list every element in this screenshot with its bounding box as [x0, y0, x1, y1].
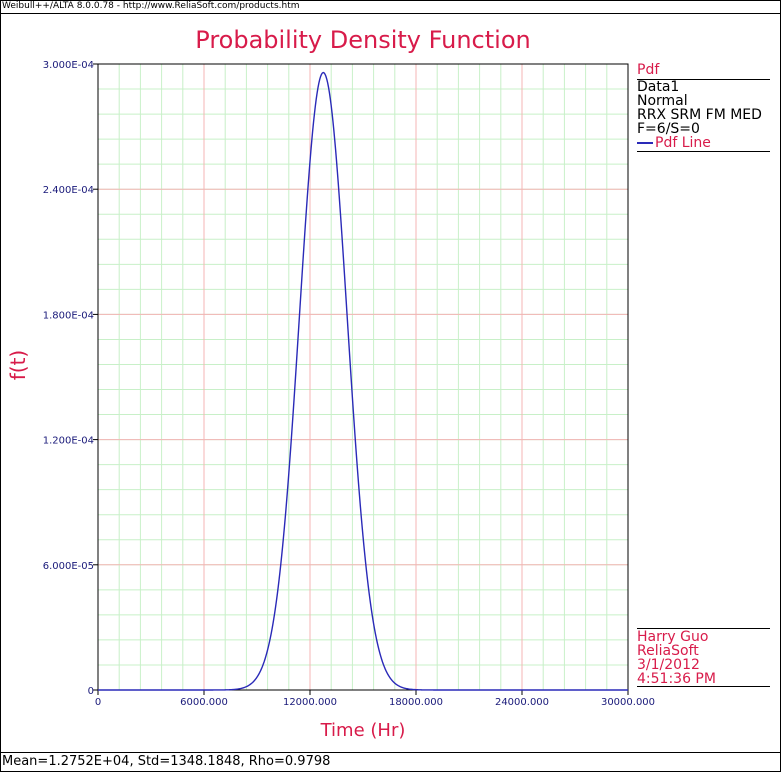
legend-entry-pdf-line: Pdf Line: [637, 136, 770, 152]
x-axis-ticks: 0 6000.000 12000.000 18000.000 24000.000 3000…: [95, 690, 655, 708]
y-tick-label: 1.200E-04: [43, 436, 94, 447]
plot-area-border: [97, 63, 629, 691]
info-time: 4:51:36 PM: [637, 672, 770, 687]
legend-line-counts: F=6/S=0: [637, 121, 700, 137]
window-header: Weibull++/ALTA 8.0.0.78 - http://www.Rel…: [2, 1, 300, 11]
info-date: 3/1/2012: [637, 657, 700, 673]
y-tick-label: 3.000E-04: [43, 60, 94, 71]
y-tick-label: 1.800E-04: [43, 310, 94, 321]
x-tick-label: 18000.000: [389, 697, 443, 708]
chart-title: Probability Density Function: [195, 26, 531, 54]
footer-divider: [0, 752, 781, 753]
y-tick-label: 0: [88, 686, 94, 697]
info-block: Harry Guo ReliaSoft 3/1/2012 4:51:36 PM: [637, 628, 770, 687]
x-tick-label: 6000.000: [180, 697, 228, 708]
legend-title: Pdf: [637, 63, 770, 80]
pdf-line: [98, 71, 628, 691]
footer-stats: Mean=1.2752E+04, Std=1348.1848, Rho=0.97…: [2, 754, 331, 769]
y-tick-label: 2.400E-04: [43, 185, 94, 196]
legend-entry-label: Pdf Line: [655, 135, 711, 151]
legend-line-distribution: Normal: [637, 93, 688, 109]
info-company: ReliaSoft: [637, 643, 699, 659]
x-tick-label: 12000.000: [283, 697, 337, 708]
x-axis-label: Time (Hr): [320, 720, 406, 741]
legend-swatch-icon: [637, 142, 653, 144]
y-axis-ticks: 0 6.000E-05 1.200E-04 1.800E-04 2.400E-04 3.0…: [43, 60, 98, 697]
major-grid: [97, 63, 629, 691]
x-tick-label: 0: [95, 697, 101, 708]
header-divider: [0, 13, 781, 14]
x-tick-label: 30000.000: [601, 697, 655, 708]
minor-grid: [97, 63, 629, 691]
legend-line-data: Data1: [637, 79, 680, 95]
info-user: Harry Guo: [637, 629, 709, 645]
x-tick-label: 24000.000: [495, 697, 549, 708]
legend-line-method: RRX SRM FM MED: [637, 107, 762, 123]
y-tick-label: 6.000E-05: [43, 561, 94, 572]
legend: Pdf Data1 Normal RRX SRM FM MED F=6/S=0 …: [637, 63, 770, 152]
